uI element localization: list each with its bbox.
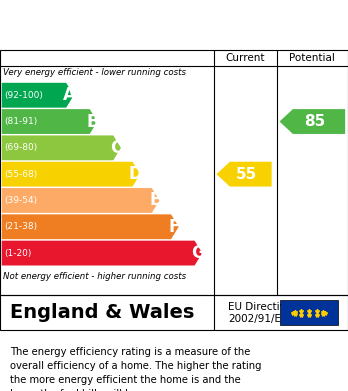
Polygon shape xyxy=(2,83,74,108)
Text: A: A xyxy=(63,86,76,104)
Text: Current: Current xyxy=(226,53,265,63)
Polygon shape xyxy=(2,240,202,265)
Text: 55: 55 xyxy=(236,167,258,182)
Text: England & Wales: England & Wales xyxy=(10,303,195,322)
Text: D: D xyxy=(129,165,142,183)
Polygon shape xyxy=(2,135,121,160)
Text: E: E xyxy=(149,192,160,210)
Polygon shape xyxy=(216,162,272,187)
Polygon shape xyxy=(2,162,140,187)
Polygon shape xyxy=(2,109,97,134)
Text: Potential: Potential xyxy=(290,53,335,63)
Text: (81-91): (81-91) xyxy=(5,117,38,126)
Text: Very energy efficient - lower running costs: Very energy efficient - lower running co… xyxy=(3,68,187,77)
Text: Energy Efficiency Rating: Energy Efficiency Rating xyxy=(10,16,258,34)
Text: (1-20): (1-20) xyxy=(5,249,32,258)
Text: Not energy efficient - higher running costs: Not energy efficient - higher running co… xyxy=(3,272,187,281)
Polygon shape xyxy=(2,214,179,239)
Text: (69-80): (69-80) xyxy=(5,143,38,152)
Text: (55-68): (55-68) xyxy=(5,170,38,179)
Polygon shape xyxy=(279,109,345,134)
Polygon shape xyxy=(2,188,159,213)
Text: C: C xyxy=(110,139,122,157)
Text: B: B xyxy=(86,113,99,131)
Text: The energy efficiency rating is a measure of the
overall efficiency of a home. T: The energy efficiency rating is a measur… xyxy=(10,347,262,391)
Text: (39-54): (39-54) xyxy=(5,196,38,205)
Bar xyxy=(280,300,338,325)
Text: F: F xyxy=(168,218,180,236)
Text: (92-100): (92-100) xyxy=(5,91,44,100)
Text: (21-38): (21-38) xyxy=(5,222,38,231)
Text: 85: 85 xyxy=(304,114,326,129)
Text: G: G xyxy=(191,244,205,262)
Text: EU Directive
2002/91/EC: EU Directive 2002/91/EC xyxy=(228,302,292,324)
